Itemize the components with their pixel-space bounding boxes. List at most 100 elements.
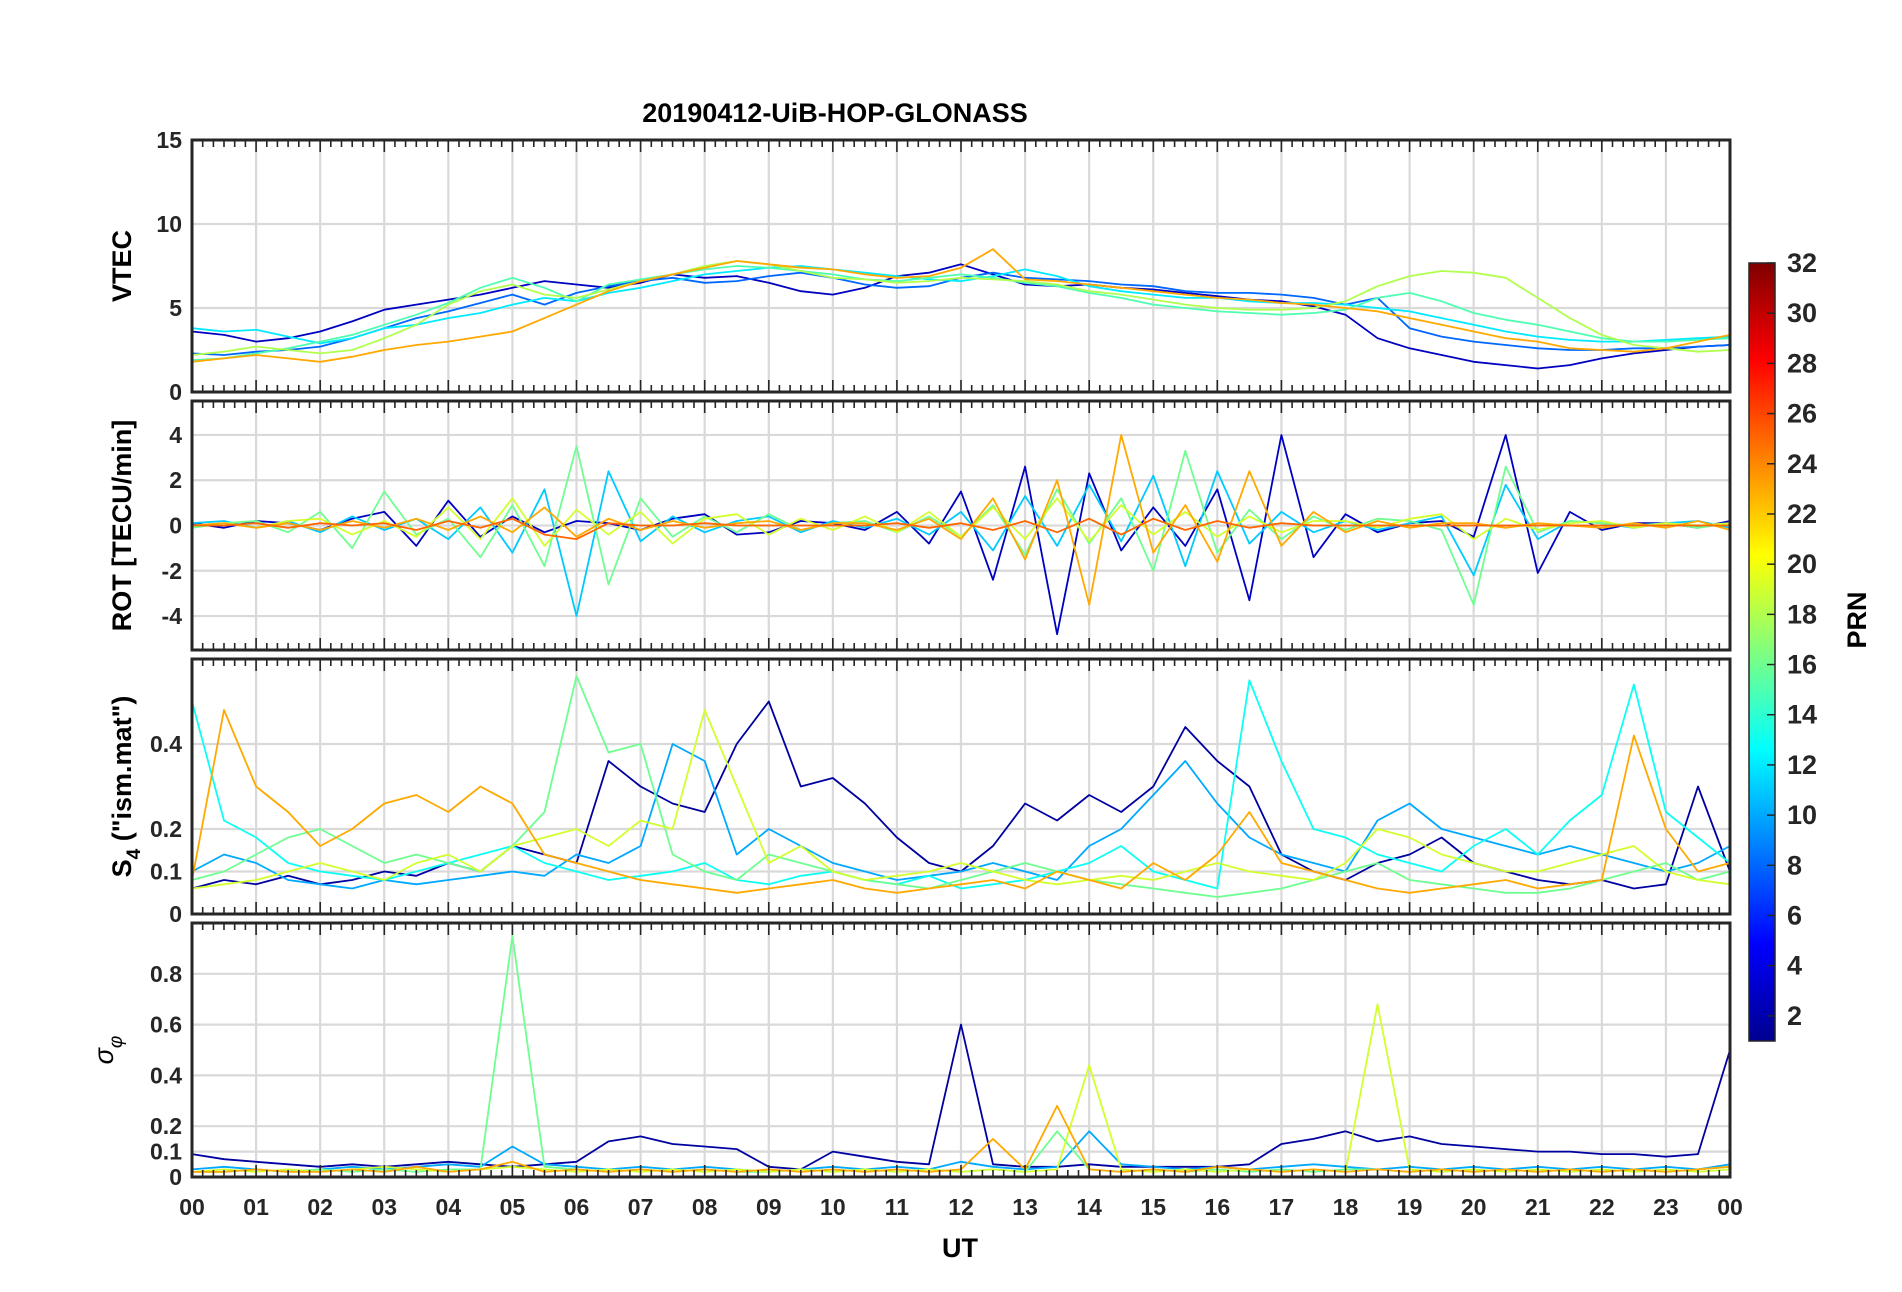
s4-series-prn-19 xyxy=(191,709,1731,890)
colorbar-tick-label: 16 xyxy=(1787,650,1817,680)
colorbar-gradient xyxy=(1748,262,1776,1042)
vtec-minor-ticks xyxy=(191,140,1731,392)
x-tick-label: 15 xyxy=(1140,1194,1166,1220)
x-tick-label: 20 xyxy=(1461,1194,1487,1220)
x-tick-label: 05 xyxy=(500,1194,526,1220)
vtec-series-prn-12 xyxy=(191,265,1731,345)
s4-ytick-label: 0 xyxy=(169,901,182,927)
x-tick-label: 02 xyxy=(307,1194,333,1220)
s4-ylabel-sub: 4 xyxy=(124,848,145,859)
rot-ytick-label: -2 xyxy=(162,558,182,584)
sigma-ytick-label: 0.4 xyxy=(150,1062,182,1088)
vtec-series-prn-15 xyxy=(191,265,1731,361)
sigma-minor-ticks xyxy=(191,923,1731,1177)
colorbar-tick-label: 10 xyxy=(1787,800,1817,830)
x-axis-label: UT xyxy=(942,1233,978,1263)
vtec-ytick-label: 5 xyxy=(169,295,182,321)
x-tick-label: 11 xyxy=(885,1194,910,1220)
x-tick-label: 16 xyxy=(1205,1194,1231,1220)
s4-series-prn-23 xyxy=(191,709,1731,894)
x-tick-label: 01 xyxy=(243,1194,269,1220)
x-tick-label: 07 xyxy=(628,1194,654,1220)
s4-y-axis-label: S4 ("ism.mat") xyxy=(107,696,145,878)
x-tick-label: 08 xyxy=(692,1194,718,1220)
colorbar-tick-label: 8 xyxy=(1787,850,1802,880)
x-tick-label: 19 xyxy=(1397,1194,1423,1220)
rot-series-prn-3 xyxy=(191,434,1731,636)
colorbar-tick-label: 24 xyxy=(1787,449,1817,479)
x-tick-label: 18 xyxy=(1333,1194,1359,1220)
x-tick-label: 00 xyxy=(1717,1194,1743,1220)
chart-title: 20190412-UiB-HOP-GLONASS xyxy=(642,98,1028,128)
rot-series-prn-25 xyxy=(192,517,1730,540)
rot-series-prn-19 xyxy=(191,497,1731,547)
colorbar-tick-label: 14 xyxy=(1787,700,1817,730)
s4-minor-ticks xyxy=(191,659,1731,914)
x-tick-label: 06 xyxy=(564,1194,590,1220)
sigma-ylabel-sub: φ xyxy=(106,1036,127,1048)
x-tick-label: 14 xyxy=(1076,1194,1102,1220)
x-tick-label: 03 xyxy=(371,1194,397,1220)
rot-ytick-label: 2 xyxy=(169,467,182,493)
panel-s4: 00.10.20.4S4 ("ism.mat") xyxy=(107,657,1732,927)
rot-y-axis-label: ROT [TECU/min] xyxy=(107,420,137,631)
x-tick-label: 23 xyxy=(1653,1194,1679,1220)
panel-rot: -4 -2 0 2 4 ROT [TECU/min] xyxy=(107,399,1732,652)
s4-series-prn-10 xyxy=(191,743,1731,890)
s4-ytick-label: 0.1 xyxy=(150,859,182,885)
colorbar-tick-label: 28 xyxy=(1787,348,1817,378)
rot-ytick-label: -4 xyxy=(162,603,183,629)
s4-ylabel-main: S xyxy=(107,859,137,877)
vtec-y-axis-label: VTEC xyxy=(107,230,137,302)
x-tick-label: 17 xyxy=(1269,1194,1295,1220)
x-tick-label: 04 xyxy=(436,1194,462,1220)
sigma-ytick-label: 0.1 xyxy=(150,1139,182,1165)
colorbar-label: PRN xyxy=(1842,591,1872,648)
rot-series-prn-11 xyxy=(191,470,1731,617)
vtec-series-prn-3 xyxy=(191,263,1731,370)
x-tick-label: 10 xyxy=(820,1194,846,1220)
rot-ytick-label: 0 xyxy=(169,513,182,539)
colorbar-tick-label: 18 xyxy=(1787,599,1817,629)
vtec-series-prn-23 xyxy=(191,248,1731,363)
rot-series-prn-23 xyxy=(191,434,1731,606)
colorbar-tick-label: 30 xyxy=(1787,298,1817,328)
x-tick-label: 13 xyxy=(1012,1194,1038,1220)
colorbar-tick-label: 32 xyxy=(1787,248,1817,278)
sigma-ytick-label: 0.2 xyxy=(150,1113,182,1139)
colorbar-tick-label: 6 xyxy=(1787,901,1802,931)
panel-sigma: 00.10.2 0.4 0.6 0.8 σφ xyxy=(89,921,1732,1190)
s4-ytick-label: 0.2 xyxy=(150,816,182,842)
colorbar-tick-label: 4 xyxy=(1787,951,1802,981)
colorbar-tick-label: 22 xyxy=(1787,499,1817,529)
panel-vtec: 0 5 10 15 VTEC xyxy=(107,127,1732,405)
x-tick-label: 12 xyxy=(948,1194,974,1220)
x-tick-label: 21 xyxy=(1525,1194,1551,1220)
vtec-ytick-label: 10 xyxy=(156,211,182,237)
colorbar-tick-label: 12 xyxy=(1787,750,1817,780)
sigma-series-prn-2 xyxy=(191,1023,1731,1171)
x-tick-label: 09 xyxy=(756,1194,782,1220)
x-tick-label: 22 xyxy=(1589,1194,1615,1220)
sigma-y-axis-label: σφ xyxy=(89,1036,127,1065)
s4-ytick-label: 0.4 xyxy=(150,731,182,757)
vtec-ytick-label: 15 xyxy=(156,127,182,153)
x-tick-labels: 00 01 02 03 04 05 06 07 08 09 10 11 12 13 14 15 16 17 18 19… xyxy=(179,1194,1743,1220)
sigma-ytick-label: 0.8 xyxy=(150,961,182,987)
sigma-ylabel-main: σ xyxy=(89,1046,119,1064)
s4-ylabel-rest: ("ism.mat") xyxy=(107,696,137,849)
x-tick-label: 00 xyxy=(179,1194,205,1220)
sigma-ytick-label: 0.6 xyxy=(150,1012,182,1038)
colorbar-tick-label: 20 xyxy=(1787,549,1817,579)
rot-ytick-label: 4 xyxy=(169,422,182,448)
rot-minor-ticks xyxy=(191,401,1731,650)
vtec-ytick-label: 0 xyxy=(169,379,182,405)
s4-series-prn-16 xyxy=(191,675,1731,898)
colorbar-tick-label: 2 xyxy=(1787,1001,1802,1031)
colorbar-tick-label: 26 xyxy=(1787,399,1817,429)
sigma-ytick-label: 0 xyxy=(169,1164,182,1190)
vtec-series-prn-18 xyxy=(191,260,1731,356)
